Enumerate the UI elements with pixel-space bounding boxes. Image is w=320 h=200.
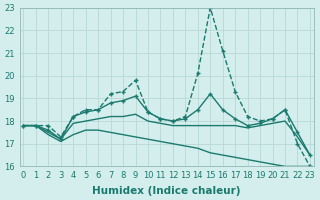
- X-axis label: Humidex (Indice chaleur): Humidex (Indice chaleur): [92, 186, 241, 196]
